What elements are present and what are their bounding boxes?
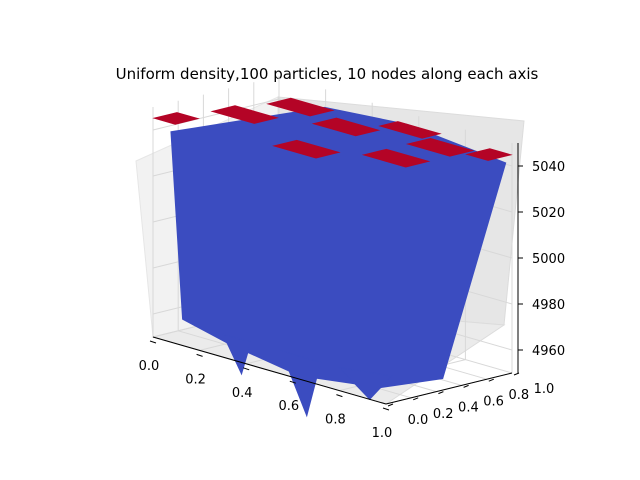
- x-tick: [196, 353, 203, 357]
- y-tick: [438, 391, 444, 395]
- x-tick-label: 0.4: [232, 386, 253, 401]
- surface-peak: [378, 121, 442, 139]
- y-tick-label: 0.0: [408, 413, 429, 428]
- y-tick-label: 0.8: [508, 388, 529, 403]
- surface-dip: [221, 333, 252, 376]
- surface-peak: [361, 148, 431, 168]
- surface-body: [170, 106, 507, 389]
- y-tick: [488, 378, 494, 382]
- y-axis-line: [385, 372, 513, 405]
- y-tick-label: 0.2: [433, 407, 454, 422]
- x-tick: [336, 394, 343, 398]
- y-tick: [387, 403, 394, 407]
- z-tick-label: 5040: [532, 160, 565, 175]
- surface-plot: [152, 97, 513, 418]
- x-tick: [382, 407, 390, 411]
- x-tick: [149, 340, 157, 344]
- y-tick-label: 0.4: [458, 401, 479, 416]
- surface-peak: [210, 105, 279, 124]
- surface-dip: [338, 366, 393, 401]
- x-tick-label: 1.0: [372, 426, 393, 441]
- surface-dip: [280, 350, 322, 418]
- chart-title: Uniform density,100 particles, 10 nodes …: [116, 65, 539, 83]
- z-tick-label: 4960: [532, 344, 565, 359]
- x-tick: [289, 380, 296, 384]
- surface-peak: [266, 97, 335, 117]
- y-tick-label: 0.6: [483, 394, 504, 409]
- surface-peak: [311, 117, 381, 137]
- y-tick: [463, 384, 469, 388]
- tick-labels: 0.0 0.2 0.4 0.6 0.8 1.0 0.0 0.2 0.4 0.6 0.8 1.0 4960…: [139, 160, 565, 441]
- x-axis-line: [152, 336, 387, 405]
- surface-peak: [465, 148, 513, 161]
- z-tick-label: 4980: [532, 298, 565, 313]
- surface-peak: [152, 112, 200, 125]
- x-tick-label: 0.8: [325, 413, 346, 428]
- y-tick-label: 1.0: [534, 382, 555, 397]
- y-tick: [413, 397, 419, 401]
- axes: [149, 143, 523, 411]
- z-tick-label: 5000: [532, 252, 565, 267]
- x-tick-label: 0.2: [185, 372, 206, 387]
- x-tick-label: 0.6: [278, 399, 299, 414]
- surface-peak: [405, 137, 475, 157]
- z-tick-label: 5020: [532, 206, 565, 221]
- surface-peak: [272, 139, 341, 159]
- x-tick-label: 0.0: [139, 359, 160, 374]
- y-tick: [513, 372, 520, 376]
- x-tick: [243, 367, 250, 371]
